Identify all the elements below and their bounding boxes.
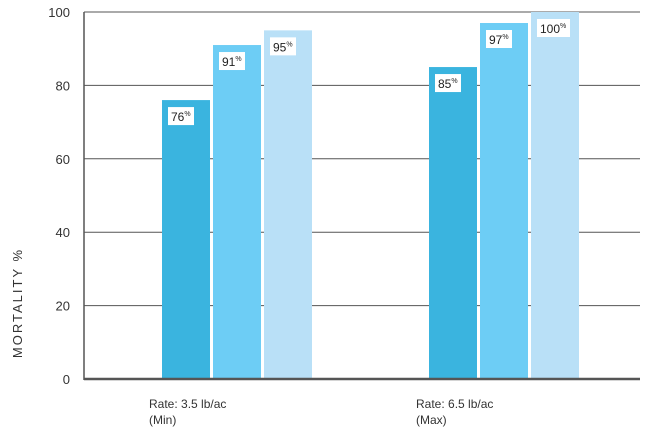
y-tick-label-80: 80 <box>56 78 70 93</box>
y-axis-title: MORTALITY % <box>10 248 25 358</box>
y-tick-labels: 0 20 40 60 80 100 <box>48 5 70 387</box>
bar-1-2 <box>213 45 261 379</box>
data-label-2-3: 100% <box>537 19 570 37</box>
data-label-1-3: 95% <box>270 37 296 56</box>
data-label-box <box>168 107 194 126</box>
bar-1-3 <box>264 30 312 379</box>
y-tick-label-20: 20 <box>56 299 70 314</box>
data-labels: 76% 91% 95% 85% 97% 100% <box>168 19 570 126</box>
data-label-box <box>435 74 461 93</box>
bar-2-1 <box>429 67 477 380</box>
y-tick-label-100: 100 <box>48 5 70 20</box>
bars <box>162 12 579 380</box>
y-tick-label-60: 60 <box>56 152 70 167</box>
data-label-2-1: 85% <box>435 74 461 93</box>
bar-2-2 <box>480 23 528 379</box>
category-labels: Rate: 3.5 lb/ac (Min) Rate: 6.5 lb/ac (Max) <box>149 397 493 427</box>
data-label-box <box>270 37 296 56</box>
bar-1-1 <box>162 100 210 379</box>
data-label-2-2: 97% <box>486 30 512 49</box>
bar-2-3 <box>531 12 579 379</box>
y-tick-label-40: 40 <box>56 225 70 240</box>
category-label-1: Rate: 3.5 lb/ac (Min) <box>149 397 226 427</box>
data-label-value: 100% <box>540 22 566 36</box>
y-tick-label-0: 0 <box>63 372 70 387</box>
data-label-1-1: 76% <box>168 107 194 126</box>
category-label-2: Rate: 6.5 lb/ac (Max) <box>416 397 493 427</box>
data-label-box <box>537 19 570 37</box>
data-label-1-2: 91% <box>219 52 245 71</box>
data-label-box <box>486 30 512 49</box>
data-label-box <box>219 52 245 71</box>
